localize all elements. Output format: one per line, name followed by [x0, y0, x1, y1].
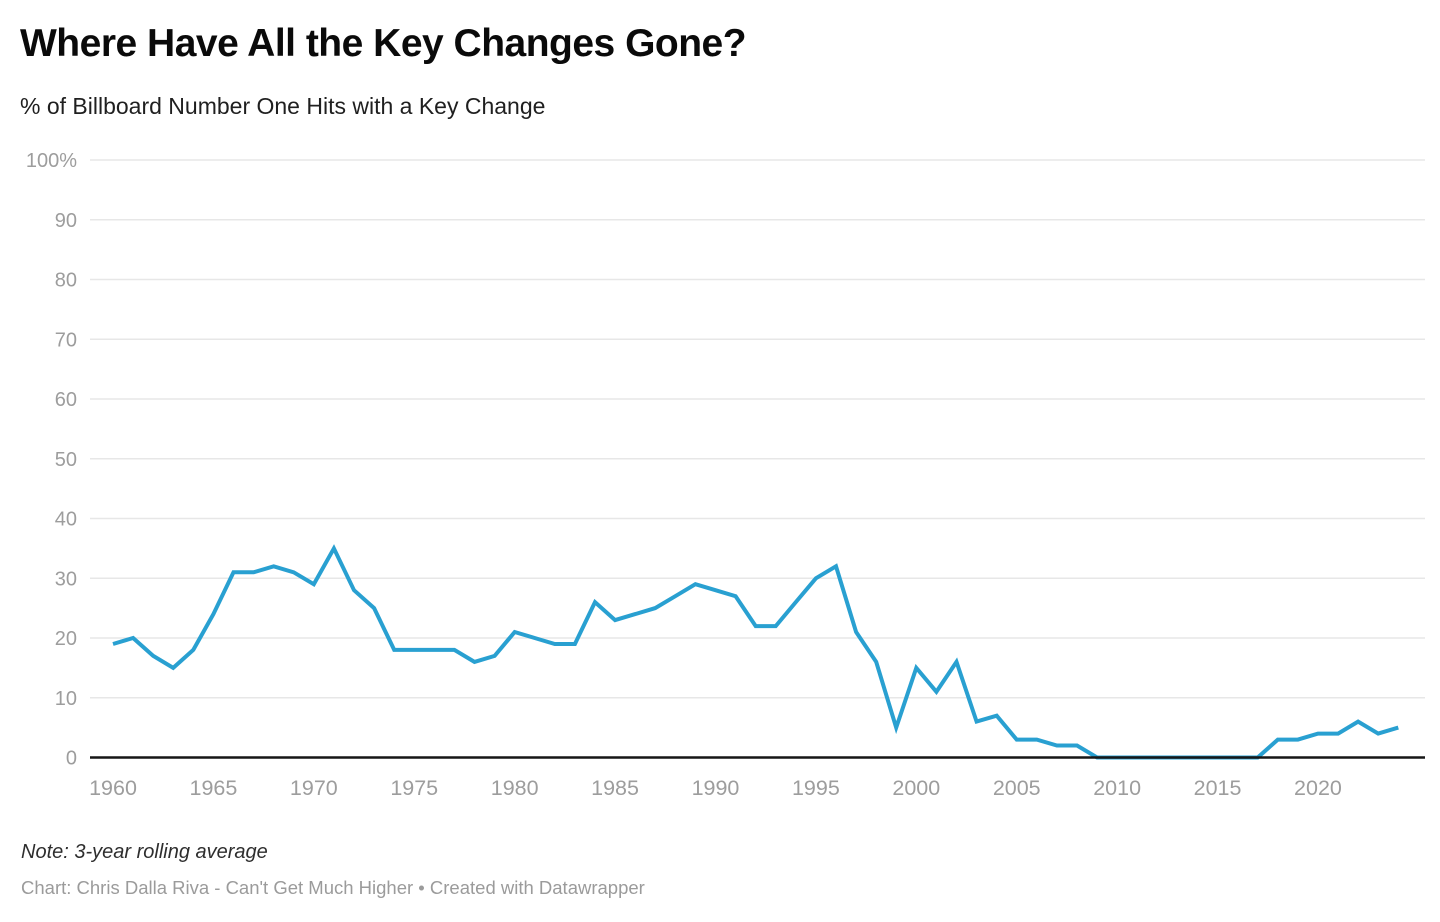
x-tick-label: 2005	[993, 776, 1041, 800]
chart-note: Note: 3-year rolling average	[21, 841, 268, 863]
y-tick-label: 50	[55, 449, 77, 471]
x-tick-label: 1960	[89, 776, 137, 800]
page-title: Where Have All the Key Changes Gone?	[20, 22, 747, 65]
x-tick-label: 1965	[189, 776, 237, 800]
x-tick-label: 1980	[491, 776, 539, 800]
y-tick-label: 0	[66, 748, 77, 770]
y-tick-label: 90	[55, 210, 77, 232]
x-tick-label: 2010	[1093, 776, 1141, 800]
x-tick-label: 1985	[591, 776, 639, 800]
y-tick-label: 70	[55, 329, 77, 351]
y-tick-label: 20	[55, 628, 77, 650]
x-tick-label: 1975	[390, 776, 438, 800]
chart-subtitle: % of Billboard Number One Hits with a Ke…	[20, 93, 546, 119]
y-tick-label: 10	[55, 688, 77, 710]
chart-credit: Chart: Chris Dalla Riva - Can't Get Much…	[21, 877, 645, 898]
y-tick-label: 30	[55, 568, 77, 590]
x-tick-label: 1990	[692, 776, 740, 800]
x-tick-label: 1970	[290, 776, 338, 800]
y-tick-label: 100%	[26, 150, 77, 172]
data-line	[112, 544, 1399, 760]
x-tick-label: 2020	[1294, 776, 1342, 800]
y-tick-label: 40	[55, 509, 77, 531]
x-tick-label: 1995	[792, 776, 840, 800]
y-tick-label: 60	[55, 389, 77, 411]
x-tick-label: 2000	[892, 776, 940, 800]
x-tick-label: 2015	[1194, 776, 1242, 800]
y-tick-label: 80	[55, 270, 77, 292]
